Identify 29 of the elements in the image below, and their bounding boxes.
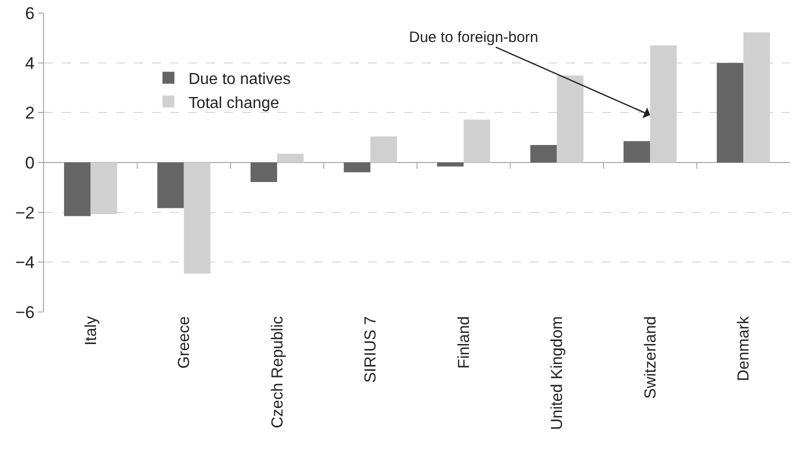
x-tick-label: Greece: [176, 316, 194, 369]
x-tick-label: Finland: [456, 316, 473, 369]
x-tick-label: Italy: [82, 316, 100, 346]
bar: [157, 162, 184, 208]
bar: [624, 141, 650, 162]
y-tick-label: 6: [25, 4, 35, 23]
x-tick-label: Czech Republic: [269, 316, 286, 428]
legend-label: Total change: [188, 94, 280, 112]
bar: [716, 62, 744, 162]
annotation: Due to foreign-born: [409, 29, 538, 46]
y-tick-label: 4: [25, 54, 35, 73]
x-tick-label: Switzerland: [642, 316, 660, 399]
y-tick-label: −2: [15, 203, 35, 222]
bar: [344, 162, 370, 172]
x-tick-label: SIRIUS 7: [362, 316, 380, 383]
y-tick-label: −6: [15, 302, 35, 322]
bar: [464, 120, 490, 162]
bar: [530, 145, 557, 162]
x-tick-label: Denmark: [736, 315, 753, 382]
bar: [277, 154, 304, 162]
bar: [64, 162, 91, 216]
y-tick-label: −4: [15, 253, 35, 272]
bar: [437, 162, 464, 166]
bar: [250, 162, 278, 182]
x-tick-label: United Kingdom: [549, 316, 566, 430]
bar: [370, 136, 397, 162]
y-tick-label: 0: [25, 153, 35, 172]
legend-label: Due to natives: [188, 70, 291, 88]
y-tick-label: 2: [25, 104, 35, 123]
